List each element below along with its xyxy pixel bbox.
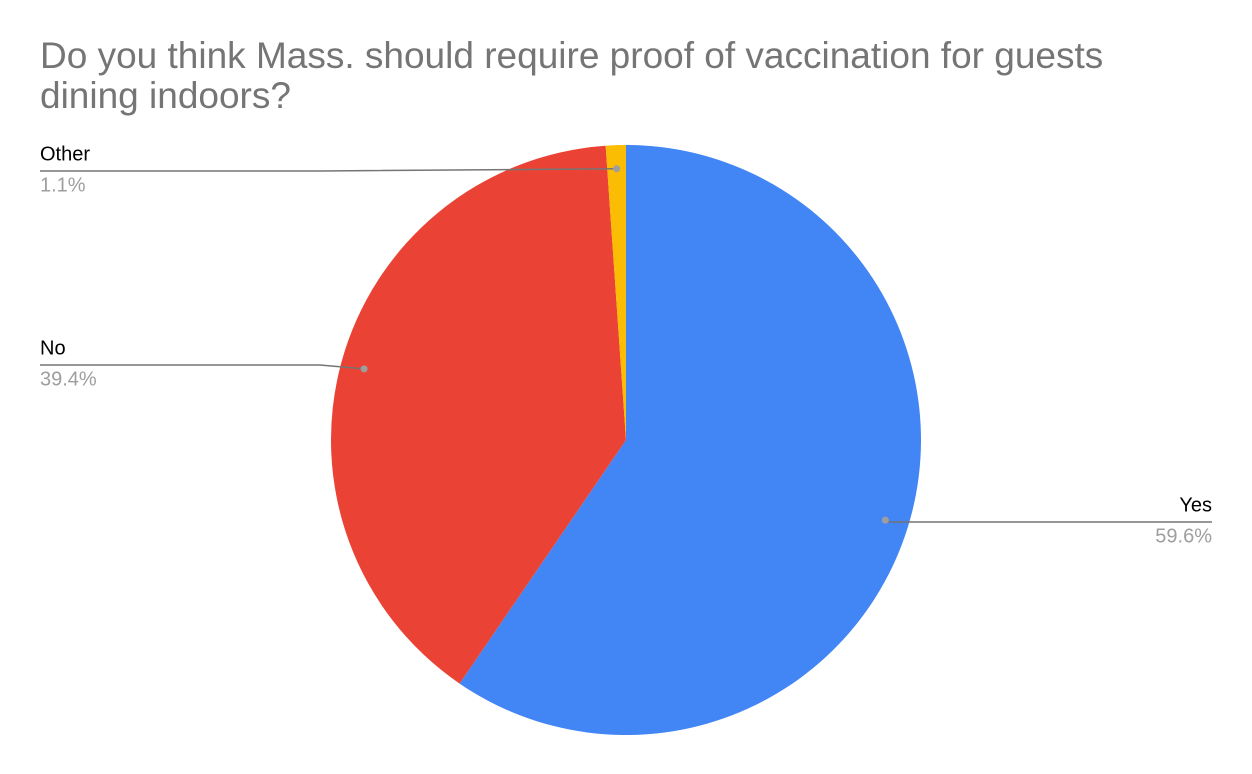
slice-value-label: 39.4% [40,368,97,390]
chart-title: Do you think Mass. should require proof … [40,35,1104,116]
slice-label: Other [40,143,90,165]
slice-label: No [40,337,66,359]
pie-slice [331,145,626,684]
leader-line [884,520,1212,523]
slice-label: Yes [1179,494,1212,516]
leader-dot [881,516,889,524]
leader-line [40,364,365,370]
pie-slice [605,145,626,440]
slice-value-label: 1.1% [40,174,86,196]
leader-line [40,168,617,172]
pie-slice [459,145,921,735]
leader-dot [613,165,621,173]
leader-dot [360,365,368,373]
slice-value-label: 59.6% [1155,525,1212,547]
